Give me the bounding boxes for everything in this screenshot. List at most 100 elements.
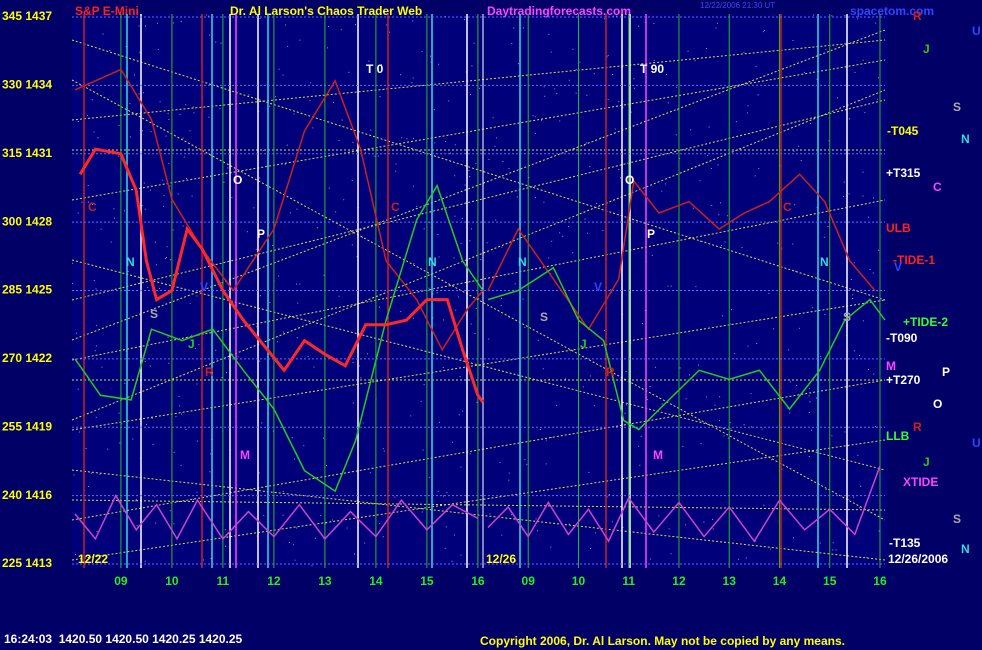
date-label: 12/26/2006 xyxy=(888,552,948,566)
speckle xyxy=(162,179,164,181)
speckle xyxy=(193,112,195,114)
speckle xyxy=(469,240,471,242)
annotation: S xyxy=(843,310,851,324)
series-line xyxy=(487,266,886,431)
speckle xyxy=(189,302,191,304)
speckle xyxy=(445,526,447,528)
speckle xyxy=(196,383,198,385)
speckle xyxy=(152,444,154,446)
speckle xyxy=(757,94,759,96)
speckle xyxy=(769,548,771,550)
planet-label: U xyxy=(972,436,981,450)
speckle xyxy=(444,547,446,549)
speckle xyxy=(95,288,97,290)
speckle xyxy=(595,532,597,534)
speckle xyxy=(727,437,729,439)
speckle xyxy=(522,298,524,300)
speckle xyxy=(606,496,608,498)
speckle xyxy=(687,50,689,52)
annotation: M xyxy=(653,448,663,462)
speckle xyxy=(665,73,667,75)
speckle xyxy=(866,556,868,558)
speckle xyxy=(81,201,83,203)
cycle-line xyxy=(71,299,886,431)
date-label: 12/22 xyxy=(78,552,108,566)
speckle xyxy=(468,170,470,172)
speckle xyxy=(154,496,156,498)
speckle xyxy=(718,214,720,216)
speckle xyxy=(719,396,721,398)
speckle xyxy=(154,241,156,243)
speckle xyxy=(823,236,825,238)
speckle xyxy=(412,185,414,187)
speckle xyxy=(362,422,364,424)
copyright: Copyright 2006, Dr. Al Larson. May not b… xyxy=(480,634,845,648)
speckle xyxy=(649,385,651,387)
speckle xyxy=(312,127,314,129)
speckle xyxy=(263,515,265,517)
right-label: XTIDE xyxy=(903,475,938,489)
speckle xyxy=(191,334,193,336)
annotation: P xyxy=(647,227,655,241)
speckle xyxy=(323,437,325,439)
y-tick-label: 270 1422 xyxy=(2,351,52,365)
speckle xyxy=(159,101,161,103)
speckle xyxy=(310,82,312,84)
speckle xyxy=(813,14,815,16)
speckle xyxy=(584,218,586,220)
speckle xyxy=(168,118,170,120)
speckle xyxy=(165,148,167,150)
annotation: V xyxy=(594,280,602,294)
speckle xyxy=(332,101,334,103)
speckle xyxy=(227,167,229,169)
speckle xyxy=(261,422,263,424)
speckle xyxy=(442,319,444,321)
speckle xyxy=(221,376,223,378)
speckle xyxy=(501,246,503,248)
speckle xyxy=(428,476,430,478)
speckle xyxy=(166,246,168,248)
speckle xyxy=(453,257,455,259)
speckle xyxy=(675,134,677,136)
speckle xyxy=(513,27,515,29)
speckle xyxy=(358,365,360,367)
speckle xyxy=(596,202,598,204)
speckle xyxy=(101,366,103,368)
annotation: N xyxy=(126,255,135,269)
speckle xyxy=(93,131,95,133)
speckle xyxy=(698,364,700,366)
speckle xyxy=(423,384,425,386)
annotation: C xyxy=(88,200,97,214)
speckle xyxy=(873,197,875,199)
speckle xyxy=(192,498,194,500)
speckle xyxy=(877,77,879,79)
speckle xyxy=(220,42,222,44)
speckle xyxy=(182,225,184,227)
planet-label: V xyxy=(894,260,902,274)
speckle xyxy=(559,120,561,122)
right-label: LLB xyxy=(886,429,910,443)
speckle xyxy=(432,293,434,295)
speckle xyxy=(202,559,204,561)
speckle xyxy=(763,29,765,31)
annotation: T 0 xyxy=(366,62,384,76)
speckle xyxy=(516,196,518,198)
speckle xyxy=(692,207,694,209)
speckle xyxy=(611,291,613,293)
speckle xyxy=(473,42,475,44)
speckle xyxy=(679,158,681,160)
speckle xyxy=(857,18,859,20)
speckle xyxy=(464,19,466,21)
speckle xyxy=(682,445,684,447)
speckle xyxy=(469,453,471,455)
speckle xyxy=(854,71,856,73)
speckle xyxy=(168,362,170,364)
speckle xyxy=(789,381,791,383)
speckle xyxy=(688,374,690,376)
speckle xyxy=(528,177,530,179)
speckle xyxy=(667,102,669,104)
speckle xyxy=(610,289,612,291)
speckle xyxy=(514,283,516,285)
speckle xyxy=(378,306,380,308)
speckle xyxy=(258,472,260,474)
